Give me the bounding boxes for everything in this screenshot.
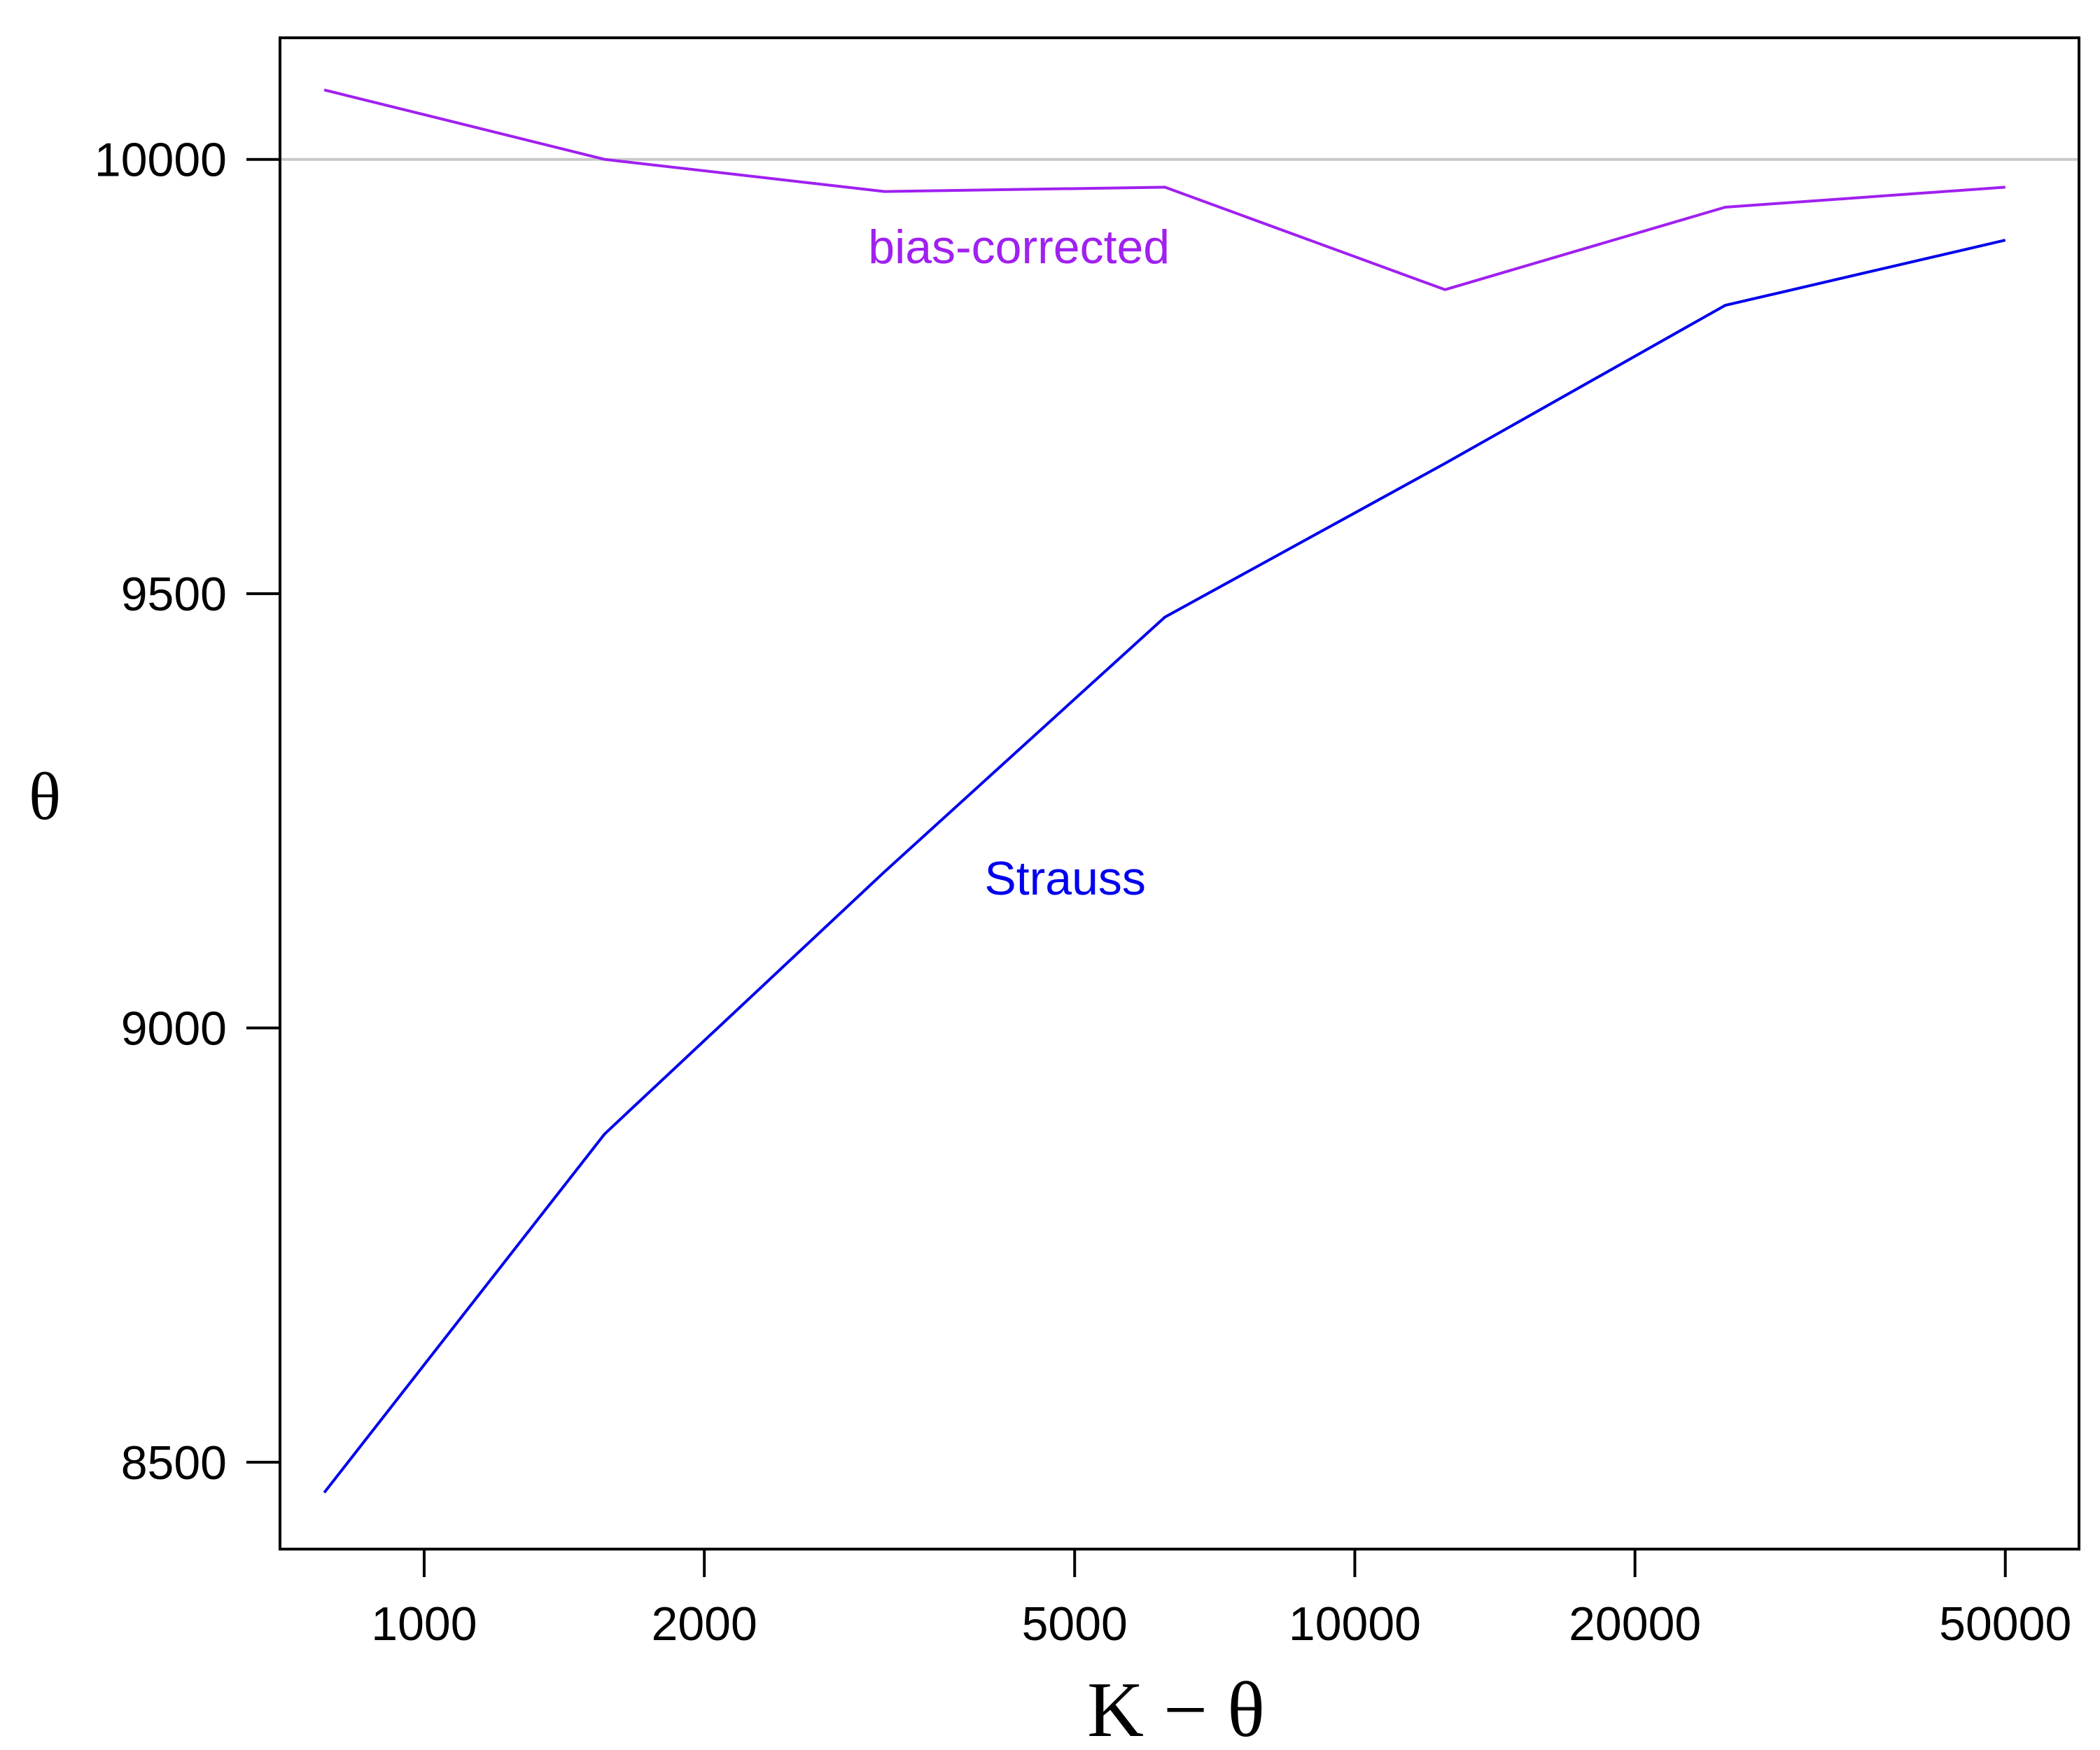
plot-frame [279,36,2080,1550]
x-tick-label-20000: 20000 [1569,1597,1701,1651]
x-tick-label-50000: 50000 [1939,1597,2071,1651]
x-axis-title: K − θ [1087,1667,1265,1750]
series-line-bias-corrected [323,88,2005,291]
y-tick-label-9500: 9500 [121,568,227,621]
series-line-strauss [323,239,2006,1494]
y-tick-label-9000: 9000 [121,1002,227,1056]
series-layer [323,88,2006,1494]
series-label-layer: bias-corrected Strauss [868,220,1170,905]
series-label-strauss: Strauss [984,852,1146,905]
y-axis-title: θ [29,759,61,834]
x-tick-label-5000: 5000 [1022,1597,1128,1651]
x-tick-label-1000: 1000 [371,1597,477,1651]
y-tick-label-10000: 10000 [94,134,227,187]
axis-layer: 1000 2000 5000 10000 20000 50000 8500 9000 9500 1… [94,134,2071,1651]
x-tick-label-10000: 10000 [1289,1597,1421,1651]
y-tick-label-8500: 8500 [121,1436,227,1490]
x-tick-label-2000: 2000 [652,1597,757,1651]
series-label-bias-corrected: bias-corrected [868,220,1170,274]
